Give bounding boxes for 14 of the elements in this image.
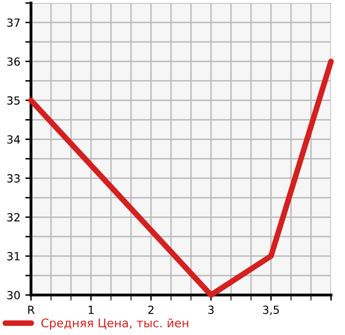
y-tick-label: 37 bbox=[7, 18, 20, 27]
y-tick-label: 31 bbox=[7, 252, 20, 260]
y-tick-label: 35 bbox=[7, 96, 20, 105]
legend-label: Средняя Цена, тыс. йен bbox=[41, 318, 188, 330]
x-tick-label: 2 bbox=[148, 306, 154, 314]
y-tick-label: 30 bbox=[7, 290, 20, 300]
y-tick-label: 33 bbox=[7, 174, 20, 183]
x-tick-label: 1 bbox=[88, 306, 94, 314]
y-tick-label: 34 bbox=[7, 135, 20, 144]
x-tick-label: R bbox=[28, 306, 35, 314]
y-tick-label: 36 bbox=[7, 57, 20, 66]
x-tick-label: 3 bbox=[208, 306, 214, 314]
y-tick-label: 32 bbox=[7, 213, 20, 222]
x-tick-label: 3,5 bbox=[263, 306, 279, 316]
